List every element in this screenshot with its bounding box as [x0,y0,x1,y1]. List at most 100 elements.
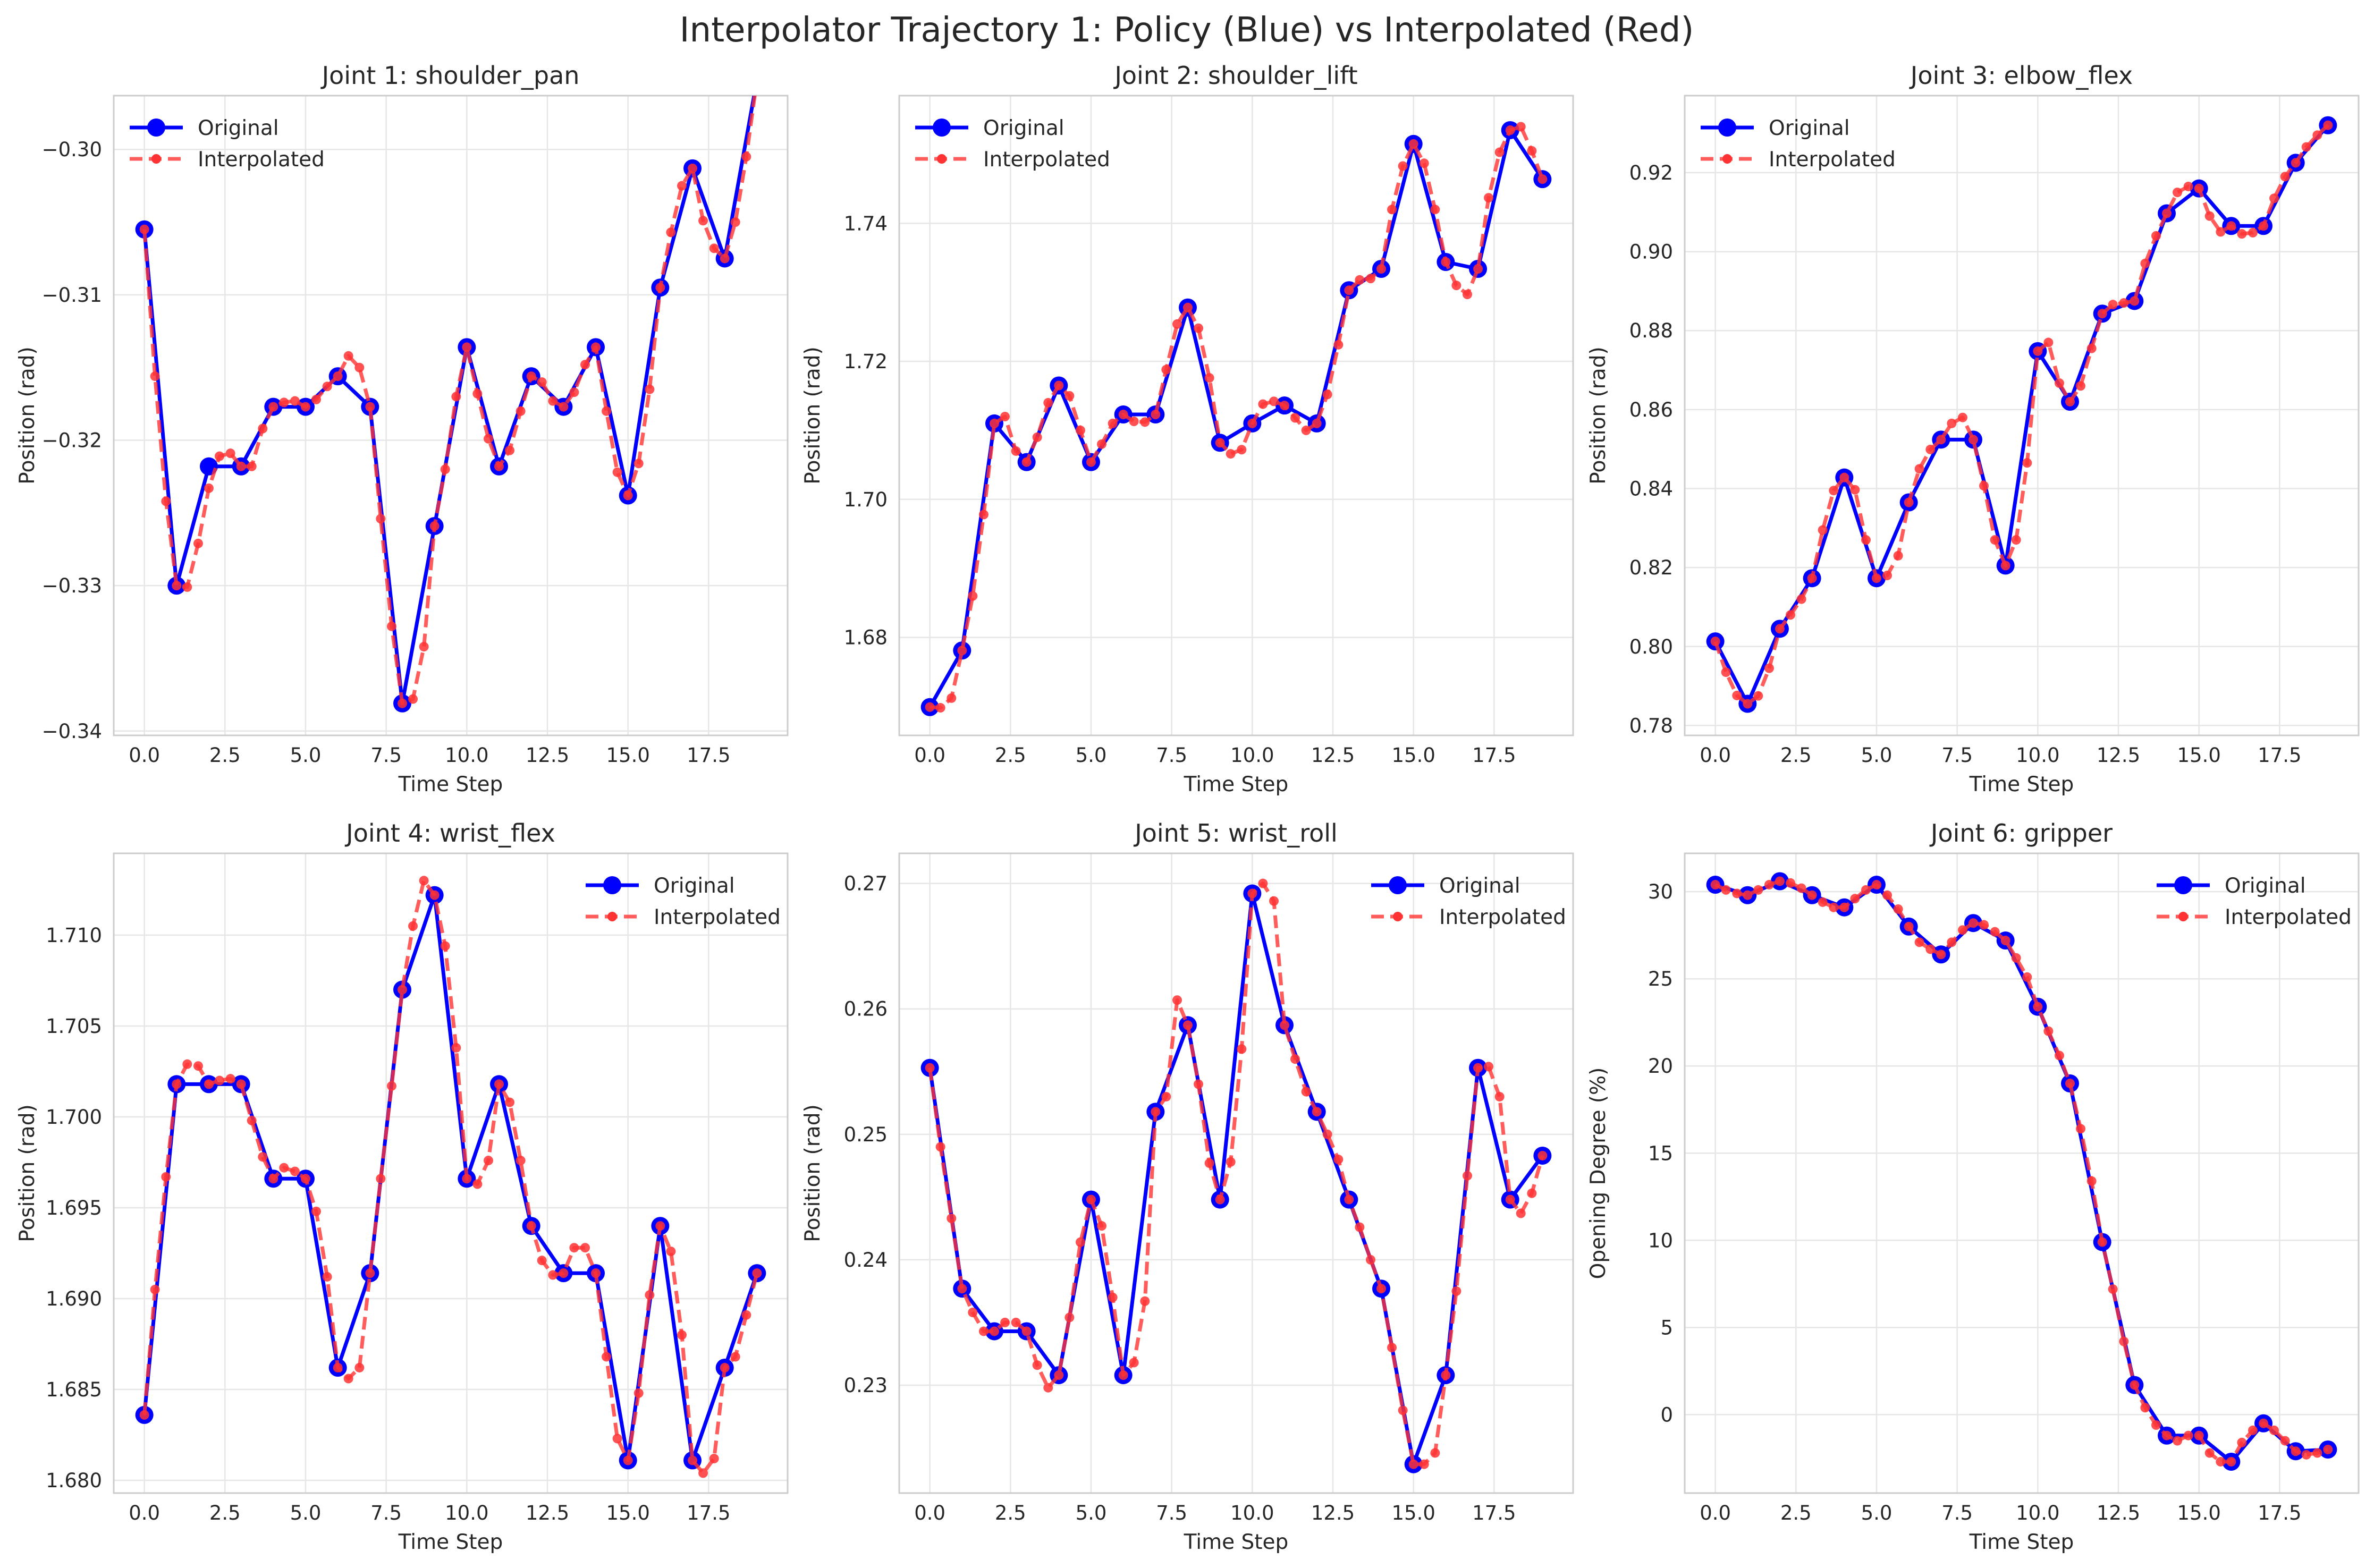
legend-original-label: Original [983,116,1065,140]
interpolated-point [2183,181,2193,191]
interpolated-point [548,1270,558,1280]
interpolated-point [2043,1026,2054,1036]
interpolated-point [1301,1087,1311,1097]
interpolated-point [633,459,644,469]
interpolated-point [376,514,386,524]
interpolated-point [2140,258,2150,268]
interpolated-point [2204,1448,2215,1458]
interpolated-point [1904,497,1914,507]
interpolated-point [1322,389,1332,400]
interpolated-point [1796,883,1806,893]
interpolated-point [2130,1380,2140,1390]
interpolated-point [1430,1448,1440,1458]
interpolated-point [193,1061,203,1071]
interpolated-point [429,890,440,900]
interpolated-point [1785,878,1795,888]
interpolated-point [1194,323,1204,333]
interpolated-point [1721,667,1731,677]
interpolated-point [1011,1317,1021,1327]
interpolated-point [645,1290,655,1300]
interpolated-point [698,216,708,226]
interpolated-point [591,1268,601,1278]
interpolated-point [655,1221,665,1231]
interpolated-point [172,1079,182,1089]
interpolated-point [354,1362,365,1372]
interpolated-point [300,402,310,412]
legend-interpolated-marker [1722,154,1732,164]
interpolated-point [612,467,622,477]
interpolated-point [2291,158,2301,168]
x-tick-label: 10.0 [445,1502,488,1524]
series-interpolated [1710,120,2333,709]
interpolated-point [1753,885,1763,895]
series-interpolated [1710,876,2333,1467]
interpolated-point [1258,878,1268,888]
interpolated-point [2226,221,2236,231]
figure-title: Interpolator Trajectory 1: Policy (Blue)… [680,11,1694,50]
series-original [1706,116,2337,713]
interpolated-point [2204,211,2215,221]
x-tick-label: 17.5 [1472,1502,1516,1524]
interpolated-point [1936,435,1946,445]
interpolated-point [182,582,192,592]
interpolated-point [397,698,407,708]
interpolated-point [1796,594,1806,604]
interpolated-point [258,1152,268,1162]
interpolated-point [645,384,655,394]
y-tick-label: 0.90 [1629,241,1673,264]
interpolated-point [1904,921,1914,931]
interpolated-point [1021,457,1032,467]
interpolated-point [730,217,740,227]
x-tick-label: 10.0 [1230,744,1274,767]
interpolated-point [279,1163,289,1173]
interpolated-point [1914,937,1924,947]
interpolated-point [2269,1425,2279,1435]
series-original [1706,872,2337,1471]
x-axis-label: Time Step [398,773,503,796]
interpolated-point [1408,139,1418,149]
original-line [1713,124,2330,706]
interpolated-point [429,521,440,531]
interpolated-point [1775,876,1785,886]
subplot-5: 0.0 2.5 5.0 7.5 10.0 12.5 15.0 17.5 0.23 0.24 0.25… [801,819,1574,1554]
original-line [928,892,1544,1467]
y-tick-label: 0.84 [1629,477,1673,500]
interpolated-point [1419,158,1429,168]
interpolated-point [655,283,665,293]
y-tick-label: −0.30 [42,138,102,161]
y-axis-label: Opening Degree (%) [1586,1067,1610,1279]
y-tick-label: 0.92 [1629,162,1673,184]
interpolated-point [580,1243,590,1253]
plot-frame [898,95,1574,736]
interpolated-point [494,1079,504,1089]
plot-area [1706,116,2337,713]
interpolated-point [1387,205,1397,215]
interpolated-point [193,538,203,548]
interpolated-point [1258,399,1268,409]
plot-area [920,878,1552,1473]
interpolated-point [1226,1157,1236,1167]
x-tick-label: 12.5 [526,1502,569,1524]
interpolated-point [537,377,547,387]
legend-original-label: Original [1769,116,1850,140]
interpolated-point [978,1326,989,1336]
interpolated-point [2291,1446,2301,1456]
interpolated-point [1151,1107,1161,1117]
interpolated-point [1129,417,1139,427]
x-tick-label: 12.5 [526,744,569,767]
interpolated-point [2162,208,2172,218]
y-tick-label: 1.70 [844,488,888,511]
interpolated-point [1818,897,1828,907]
interpolated-point [300,1174,310,1184]
interpolated-point [1140,417,1150,427]
legend: Original Interpolated [586,874,781,929]
series-original [920,121,1552,716]
y-tick-label: −0.32 [42,429,102,452]
interpolated-point [2248,1425,2258,1435]
interpolated-line [930,124,1544,710]
x-tick-label: 2.5 [209,1502,241,1524]
interpolated-point [386,621,396,631]
x-tick-label: 5.0 [1861,1502,1893,1524]
interpolated-point [666,1247,676,1257]
